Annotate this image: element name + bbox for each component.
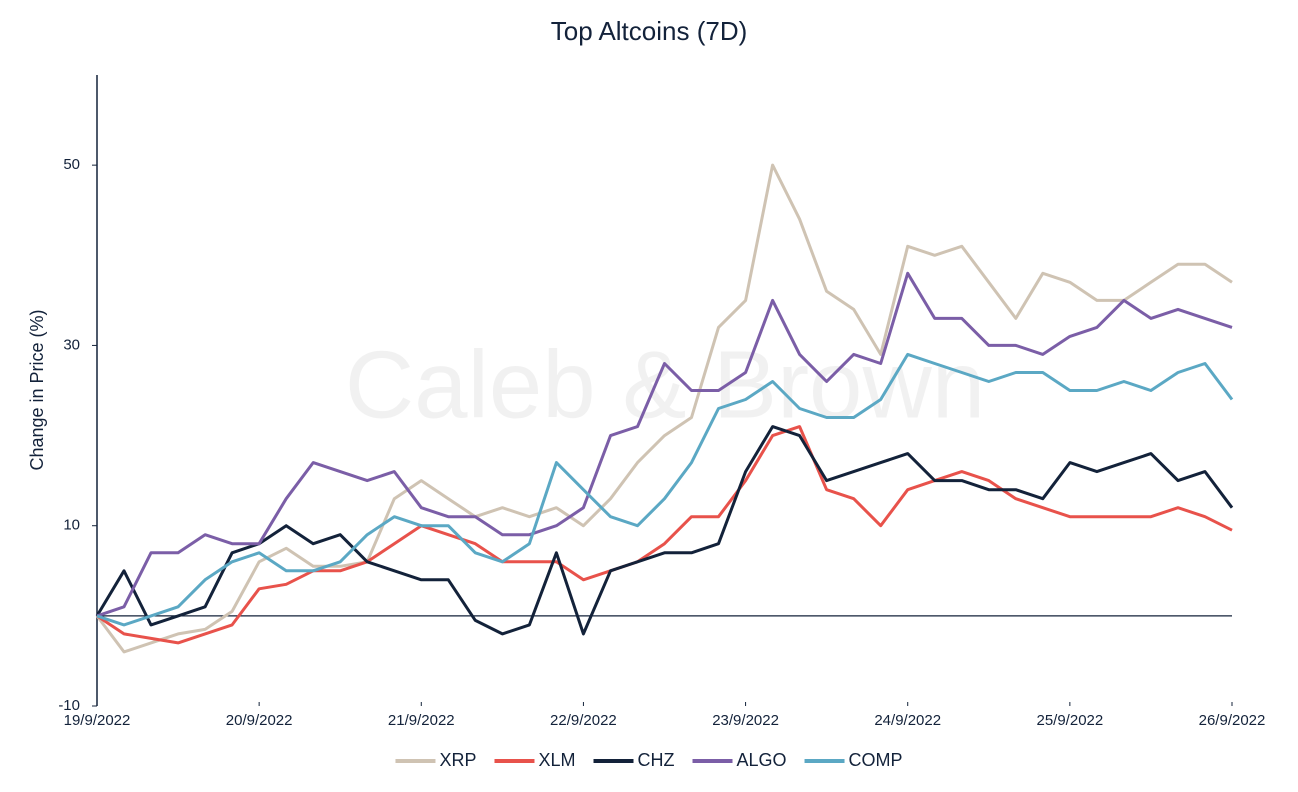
- legend-label: XRP: [439, 750, 476, 770]
- y-tick-label: -10: [58, 697, 80, 714]
- series-line: [96, 271, 1233, 618]
- series-line: [95, 425, 1234, 636]
- x-tick-label: 23/9/2022: [712, 712, 779, 729]
- y-tick-label: 50: [63, 156, 80, 173]
- series-line: [96, 425, 1233, 645]
- x-tick-label: 26/9/2022: [1199, 712, 1266, 729]
- series-line: [96, 352, 1234, 627]
- x-tick-label: 21/9/2022: [388, 712, 455, 729]
- x-tick-label: 24/9/2022: [874, 712, 941, 729]
- chart-title: Top Altcoins (7D): [551, 16, 748, 46]
- x-tick-label: 22/9/2022: [550, 712, 617, 729]
- y-axis-label: Change in Price (%): [27, 309, 47, 470]
- series-line: [95, 163, 1233, 654]
- legend-label: COMP: [849, 750, 903, 770]
- y-tick-label: 30: [63, 336, 80, 353]
- x-tick-label: 20/9/2022: [226, 712, 293, 729]
- x-tick-label: 19/9/2022: [64, 712, 131, 729]
- x-tick-label: 25/9/2022: [1036, 712, 1103, 729]
- legend-label: ALGO: [737, 750, 787, 770]
- y-tick-label: 10: [63, 517, 80, 534]
- legend-label: CHZ: [638, 750, 675, 770]
- legend-label: XLM: [538, 750, 575, 770]
